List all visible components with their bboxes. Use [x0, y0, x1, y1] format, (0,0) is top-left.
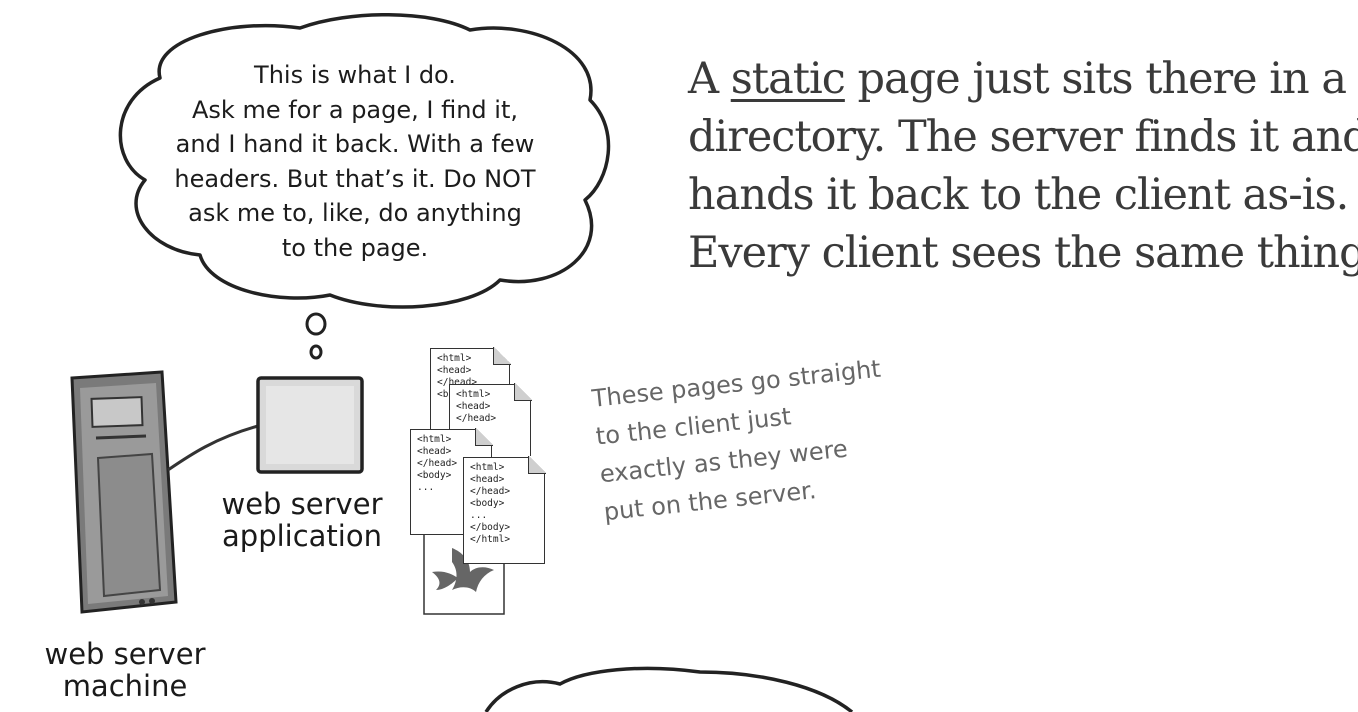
doc-line: <html>: [437, 353, 472, 364]
page-fold-icon: [528, 456, 546, 474]
label-line: web server: [44, 637, 206, 671]
doc-line: </body>: [470, 522, 511, 533]
doc-line: </html>: [470, 534, 511, 545]
html-document-d: <html> <head> </head> <body> ... </body>…: [463, 456, 546, 564]
label-line: web server: [221, 487, 383, 521]
bottom-cloud: [484, 666, 854, 712]
static-page-headline: A static page just sits there in a direc…: [688, 50, 1358, 282]
headline-text: A: [688, 54, 731, 104]
doc-line: <body>: [470, 498, 505, 509]
headline-line-1: A static page just sits there in a: [688, 50, 1347, 108]
thought-line-4: headers. But that’s it. Do NOT: [174, 164, 536, 193]
page-fold-icon: [514, 383, 532, 401]
headline-line-3: hands it back to the client as-is.: [688, 170, 1349, 220]
doc-line: ...: [417, 482, 435, 493]
thought-bubble-large: [305, 312, 327, 336]
page-fold-icon: [493, 347, 511, 365]
server-tower-icon: [70, 370, 178, 614]
label-line: machine: [62, 669, 188, 703]
doc-line: </head>: [456, 413, 497, 424]
headline-text: page just sits there in a: [844, 54, 1348, 104]
doc-line: </head>: [437, 377, 478, 388]
doc-line: </head>: [417, 458, 458, 469]
doc-line: <head>: [456, 401, 491, 412]
thought-bubble-text: This is what I do. Ask me for a page, I …: [130, 58, 580, 265]
doc-line: <head>: [437, 365, 472, 376]
thought-line-3: and I hand it back. With a few: [175, 130, 535, 158]
thought-bubble-small: [309, 344, 323, 360]
thought-line-6: to the page.: [281, 233, 429, 262]
doc-line: <html>: [456, 389, 491, 400]
thought-line-1: This is what I do.: [254, 61, 456, 89]
label-line: application: [222, 519, 382, 553]
doc-line: </head>: [470, 486, 511, 497]
doc-line: <b: [437, 389, 449, 400]
thought-line-2: Ask me for a page, I find it,: [192, 95, 518, 124]
web-server-application-icon: [256, 376, 364, 474]
page-fold-icon: [475, 428, 493, 446]
headline-emphasis: static: [730, 54, 846, 104]
headline-line-4: Every client sees the same thing.: [688, 228, 1358, 278]
web-server-application-label: web server application: [212, 488, 392, 552]
doc-line: <head>: [417, 446, 452, 457]
headline-line-2: directory. The server finds it and: [688, 112, 1358, 162]
thought-cloud: [118, 13, 611, 309]
thought-line-5: ask me to, like, do anything: [188, 199, 522, 227]
web-server-machine-label: web server machine: [30, 638, 220, 702]
doc-line: ...: [470, 510, 488, 521]
doc-line: <body>: [417, 470, 452, 481]
doc-line: <head>: [470, 474, 505, 485]
doc-line: <html>: [470, 462, 505, 473]
connector-line: [167, 424, 259, 472]
doc-line: <html>: [417, 434, 452, 445]
